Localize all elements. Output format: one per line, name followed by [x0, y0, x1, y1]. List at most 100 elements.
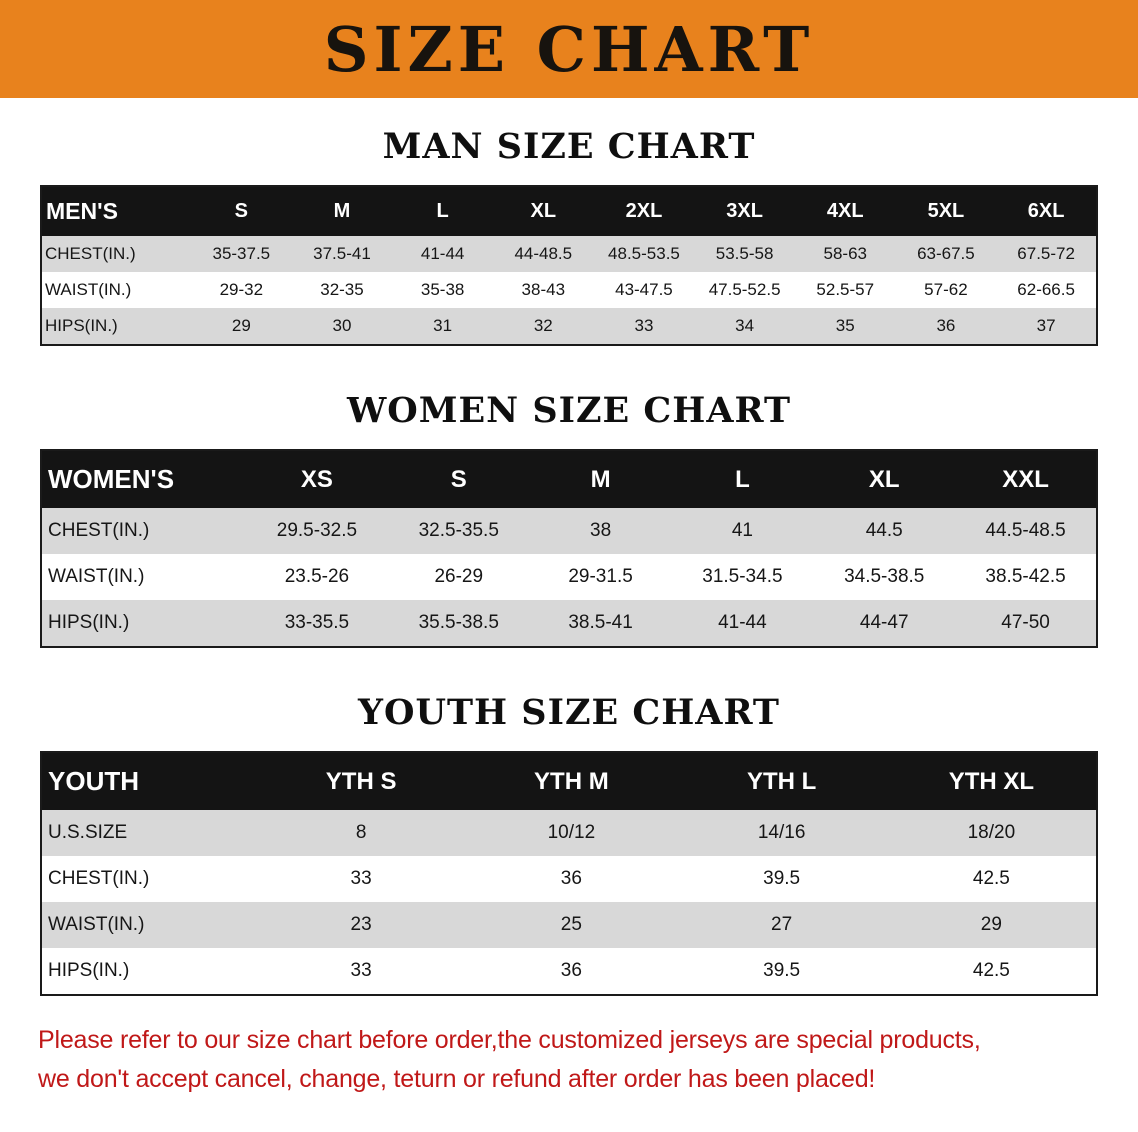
cell-value: 29.5-32.5 — [276, 520, 358, 541]
men-size-table: MEN'S S M L XL 2XL 3XL 4XL 5XL 6XL CHEST(IN.) 35-37… — [40, 185, 1098, 346]
size-column-header: YTH S — [256, 752, 467, 810]
cell-value: 47-50 — [1001, 612, 1050, 633]
cell-value: 29-31.5 — [568, 566, 633, 587]
header-row: WOMEN'S XS S M L XL XXL — [41, 450, 1097, 508]
table-row: WAIST(IN.) 23.5-26 26-29 29-31.5 31.5-34.5 34… — [41, 554, 1097, 600]
row-label: CHEST(IN.) — [45, 244, 136, 263]
size-column-header: M — [291, 186, 393, 236]
table-row: HIPS(IN.) 33-35.5 35.5-38.5 38.5-41 41-44 44-… — [41, 600, 1097, 647]
women-table-body: CHEST(IN.) 29.5-32.5 32.5-35.5 38 41 44.5 44.5… — [41, 508, 1097, 647]
women-size-table: WOMEN'S XS S M L XL XXL CHEST(IN.) 29.5-32.5 32.5… — [40, 449, 1098, 648]
cell-value: 44.5-48.5 — [985, 520, 1066, 541]
cell-value: 32-35 — [320, 280, 364, 299]
cell-value: 33-35.5 — [284, 612, 350, 633]
men-table-title: MEN'S — [41, 186, 191, 236]
row-label: WAIST(IN.) — [48, 566, 145, 587]
size-column-header: S — [387, 450, 530, 508]
women-table-header: WOMEN'S XS S M L XL XXL — [41, 450, 1097, 508]
cell-value: 23 — [350, 914, 372, 935]
table-row: U.S.SIZE 8 10/12 14/16 18/20 — [41, 810, 1097, 856]
cell-value: 27 — [771, 914, 793, 935]
disclaimer-line-2: we don't accept cancel, change, teturn o… — [38, 1065, 876, 1093]
disclaimer: Please refer to our size chart before or… — [38, 1026, 1100, 1094]
cell-value: 41-44 — [718, 612, 767, 633]
cell-value: 35.5-38.5 — [418, 612, 499, 633]
men-section-heading: MAN SIZE CHART — [382, 126, 756, 167]
youth-size-section: YOUTH SIZE CHART YOUTH YTH S YTH M YTH L YTH … — [0, 692, 1138, 996]
size-column-header: M — [529, 450, 672, 508]
cell-value: 53.5-58 — [715, 244, 774, 263]
row-label: HIPS(IN.) — [48, 612, 130, 633]
table-row: CHEST(IN.) 33 36 39.5 42.5 — [41, 856, 1097, 902]
cell-value: 37 — [1036, 316, 1056, 335]
cell-value: 26-29 — [434, 566, 484, 587]
size-column-header: YTH L — [676, 752, 887, 810]
row-label: CHEST(IN.) — [48, 520, 150, 541]
table-row: CHEST(IN.) 35-37.5 37.5-41 41-44 44-48.5 48.5… — [41, 236, 1097, 272]
youth-table-title: YOUTH — [41, 752, 256, 810]
page-title: SIZE CHART — [323, 12, 815, 86]
cell-value: 30 — [332, 316, 352, 335]
table-row: CHEST(IN.) 29.5-32.5 32.5-35.5 38 41 44.5 44.5… — [41, 508, 1097, 554]
size-column-header: 5XL — [895, 186, 997, 236]
men-table-header: MEN'S S M L XL 2XL 3XL 4XL 5XL 6XL — [41, 186, 1097, 236]
cell-value: 38-43 — [521, 280, 566, 299]
size-column-header: YTH M — [466, 752, 677, 810]
cell-value: 10/12 — [547, 822, 596, 843]
cell-value: 62-66.5 — [1017, 280, 1075, 299]
cell-value: 39.5 — [763, 960, 801, 981]
women-section-heading: WOMEN SIZE CHART — [346, 390, 792, 431]
row-label: U.S.SIZE — [48, 822, 128, 843]
cell-value: 32 — [533, 316, 553, 335]
row-label: CHEST(IN.) — [48, 868, 150, 889]
size-chart-page: SIZE CHART MAN SIZE CHART MEN'S S M L XL 2XL 3X… — [0, 0, 1138, 1094]
size-column-header: XL — [492, 186, 594, 236]
table-row: HIPS(IN.) 29 30 31 32 33 34 35 36 37 — [41, 308, 1097, 345]
row-label: WAIST(IN.) — [45, 280, 132, 299]
cell-value: 58-63 — [823, 244, 867, 263]
youth-table-header: YOUTH YTH S YTH M YTH L YTH XL — [41, 752, 1097, 810]
cell-value: 18/20 — [967, 822, 1016, 843]
cell-value: 44.5 — [865, 520, 903, 541]
size-column-header: 4XL — [794, 186, 896, 236]
cell-value: 43-47.5 — [615, 280, 673, 299]
cell-value: 35-37.5 — [212, 244, 271, 263]
size-column-header: 6XL — [996, 186, 1097, 236]
cell-value: 42.5 — [972, 960, 1010, 981]
youth-section-heading: YOUTH SIZE CHART — [358, 692, 780, 733]
size-column-header: 2XL — [593, 186, 695, 236]
women-size-section: WOMEN SIZE CHART WOMEN'S XS S M L XL XXL CHEST(I… — [0, 390, 1138, 648]
cell-value: 38.5-42.5 — [985, 566, 1066, 587]
cell-value: 52.5-57 — [816, 280, 875, 299]
youth-size-table: YOUTH YTH S YTH M YTH L YTH XL U.S.SIZE 8 10/12… — [40, 751, 1098, 996]
cell-value: 35-38 — [420, 280, 465, 299]
disclaimer-line-1: Please refer to our size chart before or… — [38, 1026, 981, 1054]
cell-value: 29-32 — [219, 280, 264, 299]
size-column-header: L — [392, 186, 493, 236]
table-row: WAIST(IN.) 29-32 32-35 35-38 38-43 43-47.5 47.… — [41, 272, 1097, 308]
cell-value: 44-47 — [859, 612, 909, 633]
cell-value: 63-67.5 — [917, 244, 975, 263]
cell-value: 34.5-38.5 — [844, 566, 925, 587]
size-column-header: XL — [813, 450, 956, 508]
cell-value: 57-62 — [924, 280, 968, 299]
size-column-header: XXL — [955, 450, 1097, 508]
cell-value: 36 — [936, 316, 956, 335]
size-column-header: YTH XL — [886, 752, 1097, 810]
cell-value: 31 — [433, 316, 453, 335]
size-column-header: S — [191, 186, 292, 236]
size-column-header: L — [671, 450, 814, 508]
cell-value: 31.5-34.5 — [702, 566, 783, 587]
cell-value: 32.5-35.5 — [418, 520, 499, 541]
table-row: HIPS(IN.) 33 36 39.5 42.5 — [41, 948, 1097, 995]
cell-value: 38.5-41 — [568, 612, 633, 633]
cell-value: 36 — [560, 868, 582, 889]
women-table-title: WOMEN'S — [41, 450, 246, 508]
cell-value: 39.5 — [763, 868, 801, 889]
cell-value: 8 — [355, 822, 367, 843]
row-label: HIPS(IN.) — [48, 960, 130, 981]
table-row: WAIST(IN.) 23 25 27 29 — [41, 902, 1097, 948]
title-banner: SIZE CHART — [0, 0, 1138, 98]
cell-value: 42.5 — [972, 868, 1010, 889]
size-column-header: XS — [246, 450, 388, 508]
